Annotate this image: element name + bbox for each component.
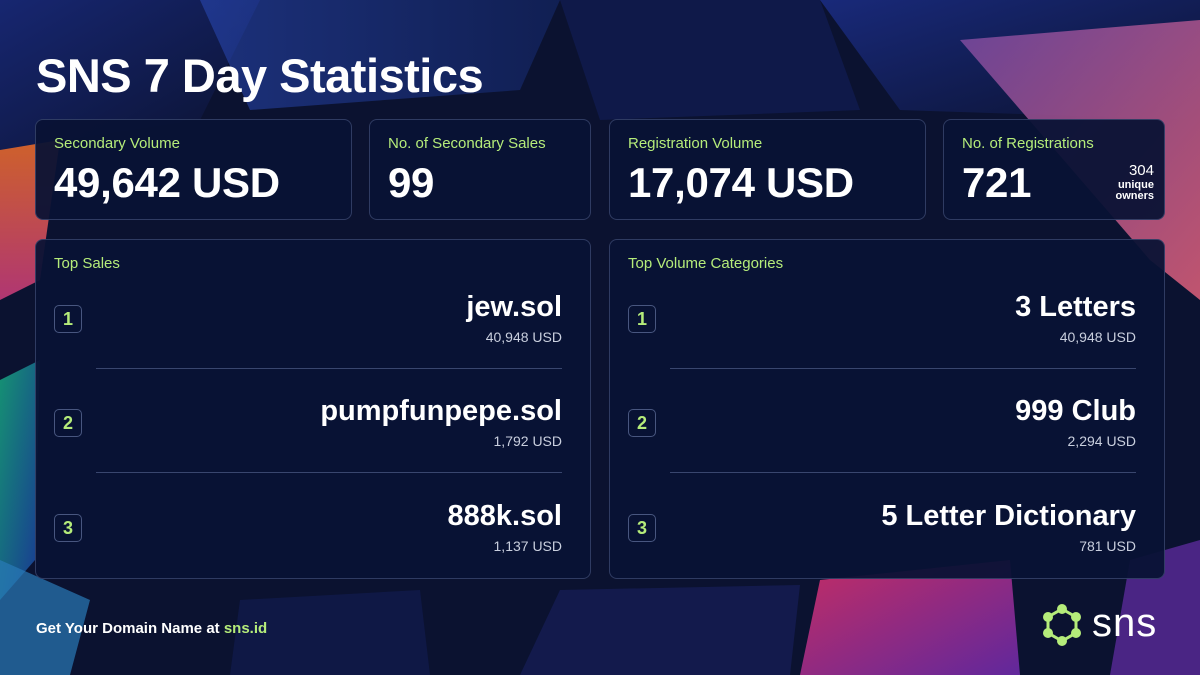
rank-badge: 1 bbox=[54, 305, 82, 333]
unique-owners-label: unique bbox=[1117, 179, 1154, 191]
list-item: 1 3 Letters 40,948 USD bbox=[610, 291, 1164, 399]
category-name: 3 Letters bbox=[1015, 291, 1136, 323]
category-value: 2,294 USD bbox=[1067, 433, 1136, 449]
secondary-volume-value: 49,642 USD bbox=[54, 159, 280, 206]
registrations-value: 721 bbox=[962, 159, 1032, 206]
sns-hexagon-icon bbox=[1043, 604, 1081, 646]
secondary-volume-card: Secondary Volume 49,642 USD bbox=[35, 119, 352, 220]
list-item: 2 999 Club 2,294 USD bbox=[610, 395, 1164, 503]
secondary-sales-card: No. of Secondary Sales 99 bbox=[369, 119, 591, 220]
footer-text: Get Your Domain Name at bbox=[36, 620, 224, 637]
rank-badge: 2 bbox=[628, 409, 656, 437]
secondary-volume-label: Secondary Volume bbox=[54, 135, 180, 152]
divider bbox=[96, 472, 562, 473]
domain-name: jew.sol bbox=[466, 291, 562, 323]
page-title: SNS 7 Day Statistics bbox=[36, 49, 484, 102]
footer-cta: Get Your Domain Name at sns.id bbox=[36, 620, 267, 637]
list-item: 1 jew.sol 40,948 USD bbox=[36, 291, 590, 399]
top-categories-card: Top Volume Categories 1 3 Letters 40,948… bbox=[609, 239, 1165, 579]
unique-owners: 304 unique owners bbox=[1115, 162, 1154, 202]
top-sales-label: Top Sales bbox=[54, 255, 120, 272]
rank-badge: 3 bbox=[628, 514, 656, 542]
sale-value: 40,948 USD bbox=[485, 329, 562, 345]
sale-value: 1,792 USD bbox=[493, 433, 562, 449]
footer-link[interactable]: sns.id bbox=[223, 620, 268, 637]
registrations-card: No. of Registrations 721 304 unique owne… bbox=[943, 119, 1165, 220]
list-item: 3 888k.sol 1,137 USD bbox=[36, 500, 590, 608]
rank-badge: 3 bbox=[54, 514, 82, 542]
category-name: 999 Club bbox=[1015, 395, 1136, 427]
registrations-label: No. of Registrations bbox=[962, 135, 1094, 152]
sns-logo: sns bbox=[1040, 601, 1172, 647]
top-categories-label: Top Volume Categories bbox=[628, 255, 784, 272]
list-item: 2 pumpfunpepe.sol 1,792 USD bbox=[36, 395, 590, 503]
category-name: 5 Letter Dictionary bbox=[881, 500, 1136, 532]
divider bbox=[96, 368, 562, 369]
top-sales-card: Top Sales 1 jew.sol 40,948 USD 2 pumpfun… bbox=[35, 239, 591, 579]
divider bbox=[670, 472, 1136, 473]
unique-owners-count: 304 bbox=[1128, 162, 1154, 179]
secondary-sales-value: 99 bbox=[388, 159, 435, 206]
divider bbox=[670, 368, 1136, 369]
category-value: 40,948 USD bbox=[1059, 329, 1136, 345]
registration-volume-card: Registration Volume 17,074 USD bbox=[609, 119, 926, 220]
category-value: 781 USD bbox=[1079, 538, 1136, 554]
registration-volume-label: Registration Volume bbox=[628, 135, 763, 152]
sns-logo-text: sns bbox=[1092, 601, 1158, 645]
rank-badge: 1 bbox=[628, 305, 656, 333]
rank-badge: 2 bbox=[54, 409, 82, 437]
list-item: 3 5 Letter Dictionary 781 USD bbox=[610, 500, 1164, 608]
unique-owners-label-2: owners bbox=[1115, 190, 1154, 202]
domain-name: 888k.sol bbox=[447, 500, 562, 532]
secondary-sales-label: No. of Secondary Sales bbox=[388, 135, 546, 152]
sale-value: 1,137 USD bbox=[493, 538, 562, 554]
domain-name: pumpfunpepe.sol bbox=[320, 395, 562, 427]
registration-volume-value: 17,074 USD bbox=[628, 159, 854, 206]
